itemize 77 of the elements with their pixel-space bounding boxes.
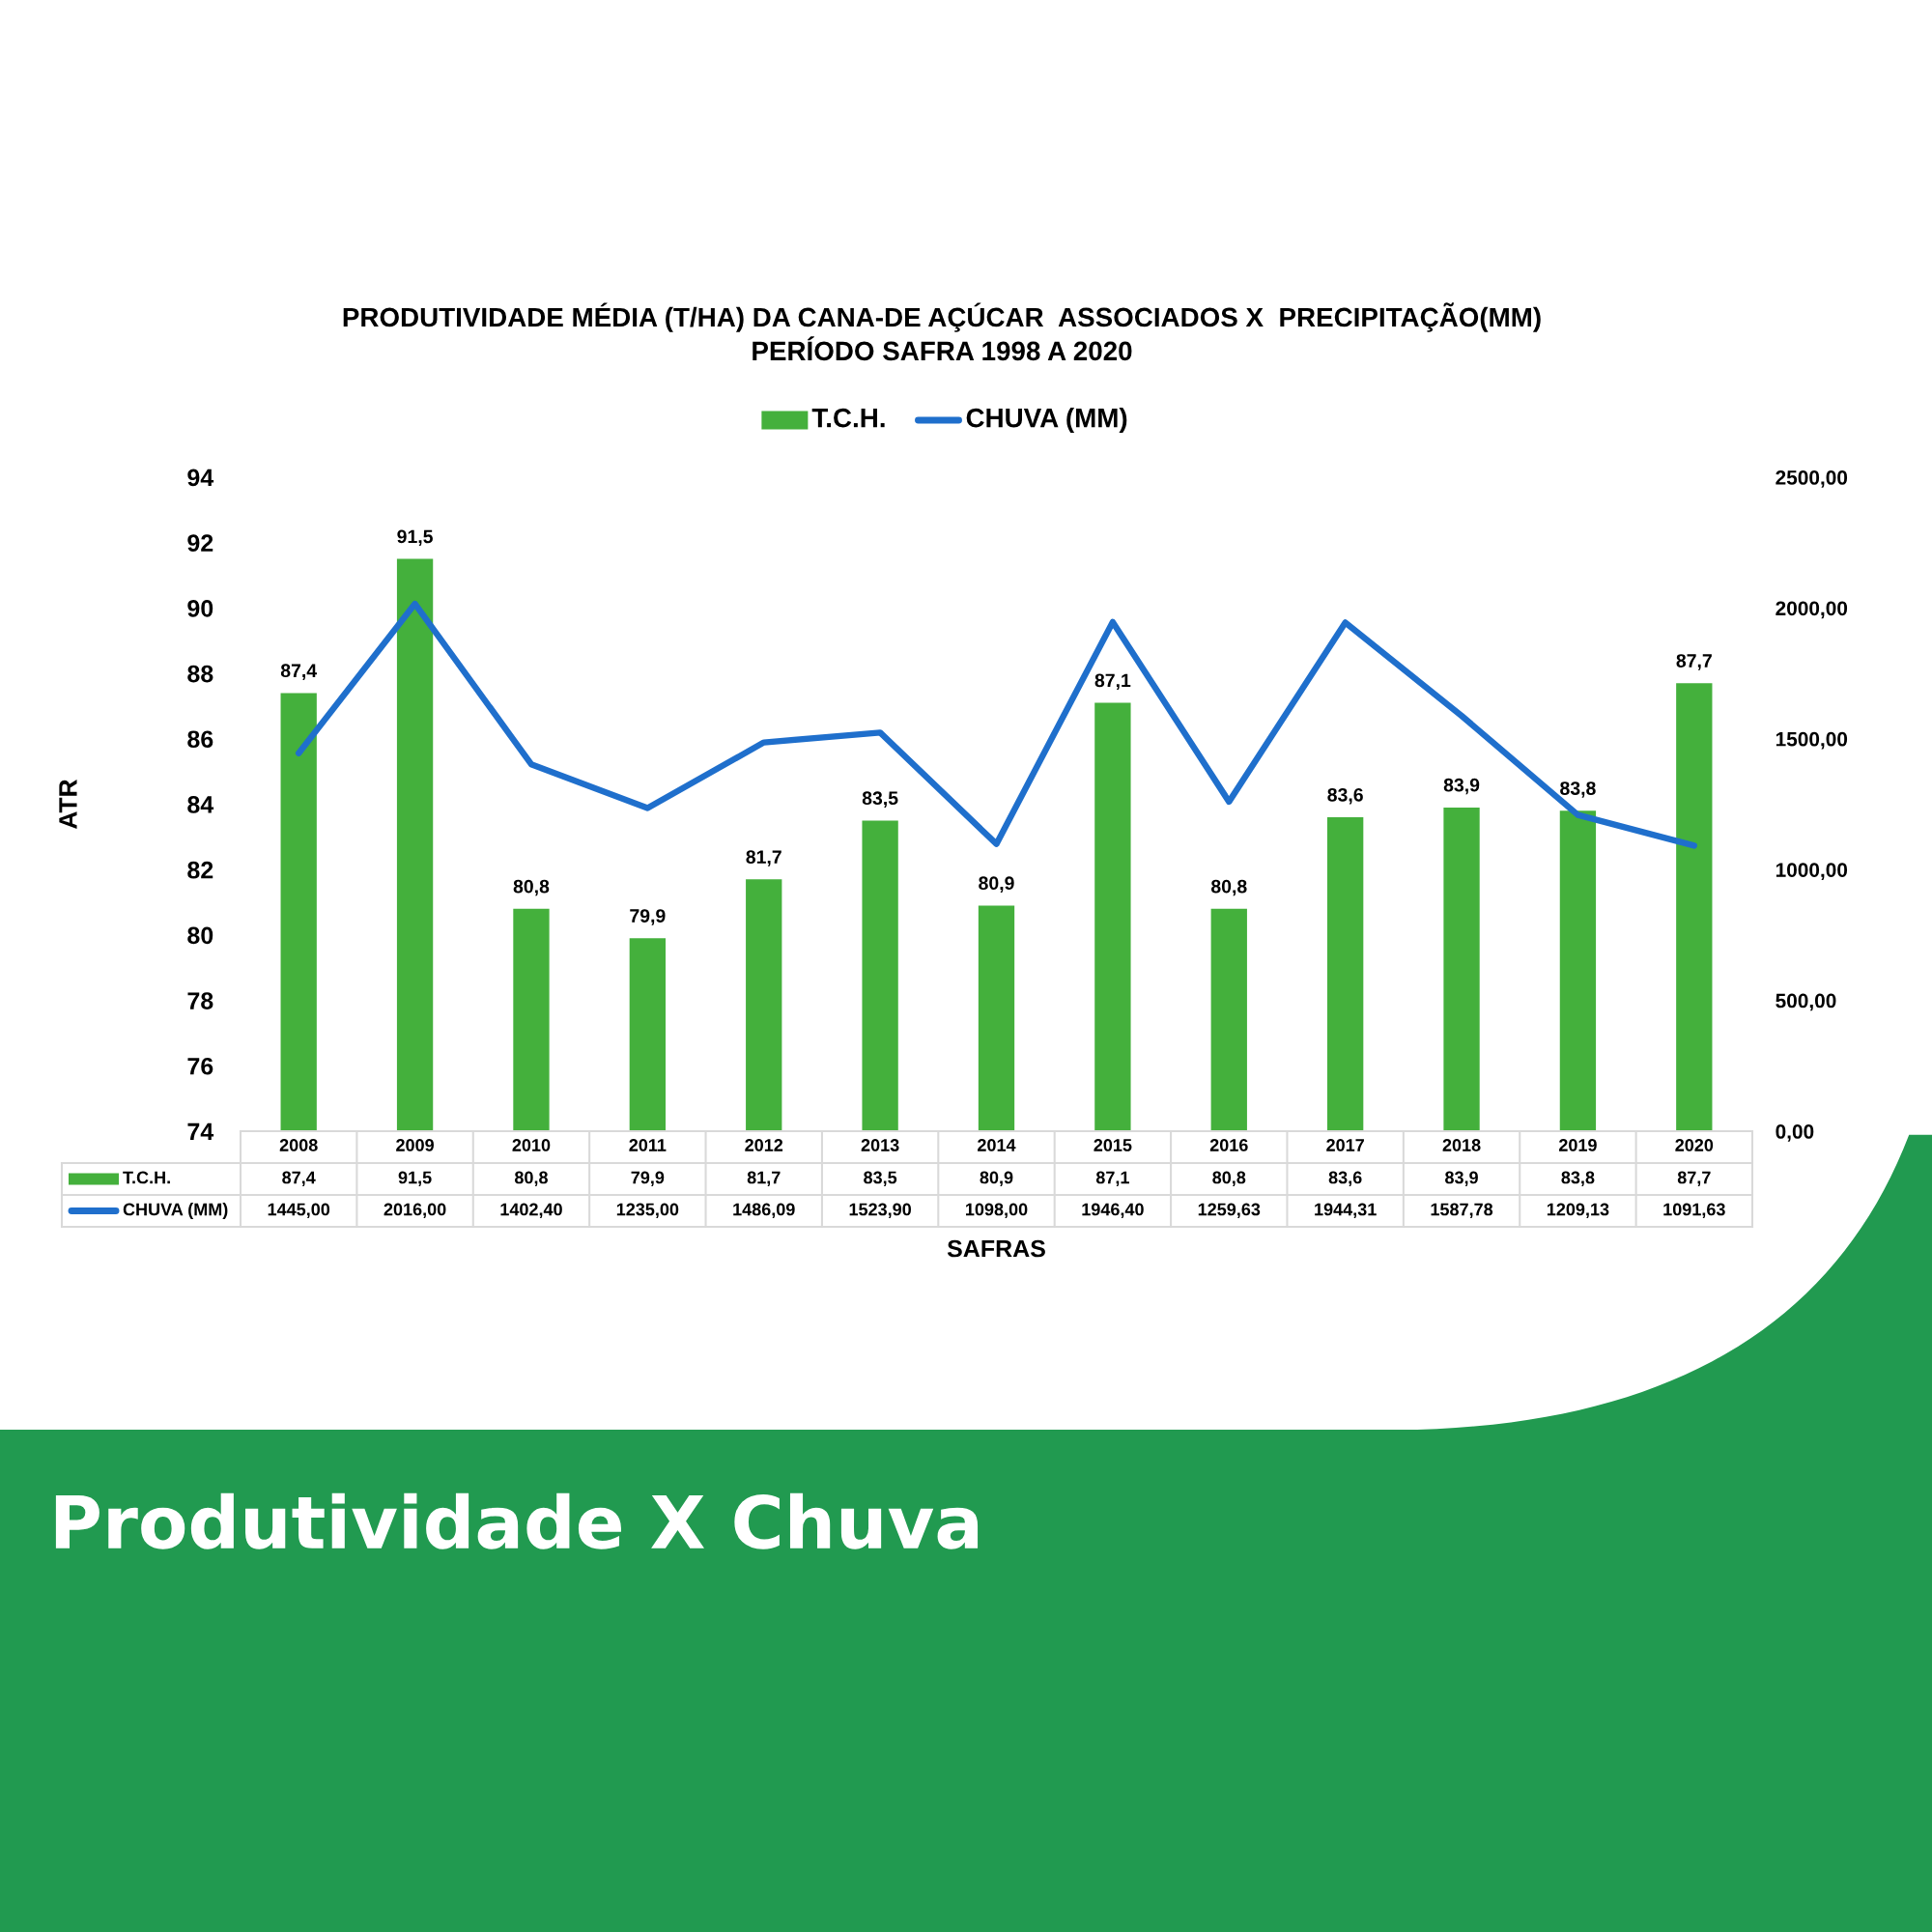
x-tick-label: 2008 — [279, 1139, 318, 1151]
data-label: 87,1 — [1095, 1171, 1129, 1186]
text: 80,9 — [979, 876, 1014, 893]
text: 80,8 — [513, 879, 550, 896]
text: 91,5 — [397, 529, 433, 547]
x-tick-label: 2018 — [1442, 1139, 1481, 1151]
data-label: 1587,78 — [1431, 1203, 1493, 1218]
legend-label: CHUVA (MM) — [966, 408, 1127, 433]
y2-tick-label: 2000,00 — [1776, 601, 1848, 619]
y-tick-label: 82 — [187, 861, 213, 879]
y-tick-label: 88 — [187, 665, 213, 683]
data-label: 83,9 — [1445, 1171, 1478, 1186]
data-label: 87,4 — [282, 1171, 316, 1186]
x-tick-label: 2020 — [1675, 1139, 1714, 1151]
y2-tick-label: 0,00 — [1776, 1124, 1814, 1142]
text: T.C.H. — [811, 408, 885, 428]
x-axis-title: SAFRAS — [947, 1239, 1045, 1258]
x-tick-label: 2017 — [1326, 1139, 1364, 1151]
legend-label: T.C.H. — [123, 1171, 170, 1184]
data-label: 2016,00 — [384, 1203, 446, 1218]
text: CHUVA (MM) — [123, 1203, 228, 1219]
y-tick-label: 76 — [187, 1057, 213, 1075]
data-label: 80,9 — [980, 1171, 1013, 1186]
text: Produtividade X Chuva — [55, 1492, 979, 1549]
data-label: 1259,63 — [1198, 1203, 1261, 1218]
data-label: 1209,13 — [1547, 1203, 1609, 1218]
y-tick-label: 84 — [187, 796, 214, 813]
x-tick-label: 2015 — [1094, 1139, 1132, 1151]
text: 79,9 — [630, 909, 666, 925]
data-label: 83,5 — [864, 1171, 897, 1186]
text: 87,1 — [1094, 673, 1131, 691]
data-label: 81,7 — [747, 1171, 781, 1186]
data-label: 1944,31 — [1315, 1203, 1377, 1218]
data-label: 79,9 — [631, 1171, 665, 1186]
y2-tick-label: 500,00 — [1776, 993, 1836, 1011]
y-tick-label: 74 — [187, 1122, 214, 1141]
text: 83,5 — [862, 791, 898, 808]
text: 83,9 — [1443, 778, 1480, 795]
data-label: 1235,00 — [616, 1203, 679, 1218]
data-label: 83,6 — [1328, 1171, 1362, 1186]
data-label: 1486,09 — [733, 1203, 795, 1218]
x-tick-label: 2019 — [1558, 1139, 1597, 1151]
data-label: 87,7 — [1677, 1171, 1711, 1186]
data-label: 1523,90 — [849, 1203, 912, 1218]
y-tick-label: 92 — [187, 534, 213, 552]
data-label: 1091,63 — [1663, 1203, 1725, 1218]
y-tick-label: 86 — [187, 730, 213, 749]
text: 81,7 — [746, 850, 781, 867]
x-tick-label: 2014 — [978, 1139, 1016, 1151]
data-label: 1946,40 — [1082, 1203, 1144, 1218]
y2-tick-label: 2500,00 — [1776, 470, 1848, 488]
data-label: 1445,00 — [268, 1203, 330, 1218]
data-label: 80,8 — [1212, 1171, 1246, 1186]
y2-tick-label: 1500,00 — [1776, 731, 1848, 750]
x-tick-label: 2013 — [861, 1139, 899, 1151]
text: 83,6 — [1327, 787, 1363, 805]
data-label: 1402,40 — [500, 1203, 562, 1218]
text: 87,7 — [1676, 654, 1712, 670]
data-label: 1098,00 — [966, 1203, 1028, 1218]
x-tick-label: 2009 — [396, 1139, 434, 1151]
x-tick-label: 2011 — [629, 1139, 667, 1151]
data-label: 83,8 — [1561, 1171, 1595, 1186]
text: 80,8 — [1210, 879, 1247, 896]
y2-tick-label: 1000,00 — [1776, 863, 1848, 880]
text: 83,8 — [1560, 781, 1596, 798]
x-tick-label: 2010 — [512, 1139, 551, 1151]
chart-title: PRODUTIVIDADE MÉDIA (T/HA) DA CANA-DE AÇÚCAR ASSOCIADOS X PRECIPITAÇÃO(MM) PERÍODO SAFRA 1998 A 2020 — [343, 302, 1541, 361]
y-tick-label: 78 — [187, 992, 213, 1009]
data-label: 91,5 — [398, 1171, 432, 1186]
y-tick-label: 94 — [187, 469, 214, 487]
y-axis-title: ATR — [59, 779, 77, 829]
y-tick-label: 90 — [187, 600, 213, 617]
y-tick-label: 80 — [187, 926, 213, 945]
x-tick-label: 2012 — [745, 1139, 783, 1151]
x-tick-label: 2016 — [1209, 1139, 1248, 1151]
text: 87,4 — [280, 664, 318, 680]
data-label: 80,8 — [514, 1171, 548, 1186]
